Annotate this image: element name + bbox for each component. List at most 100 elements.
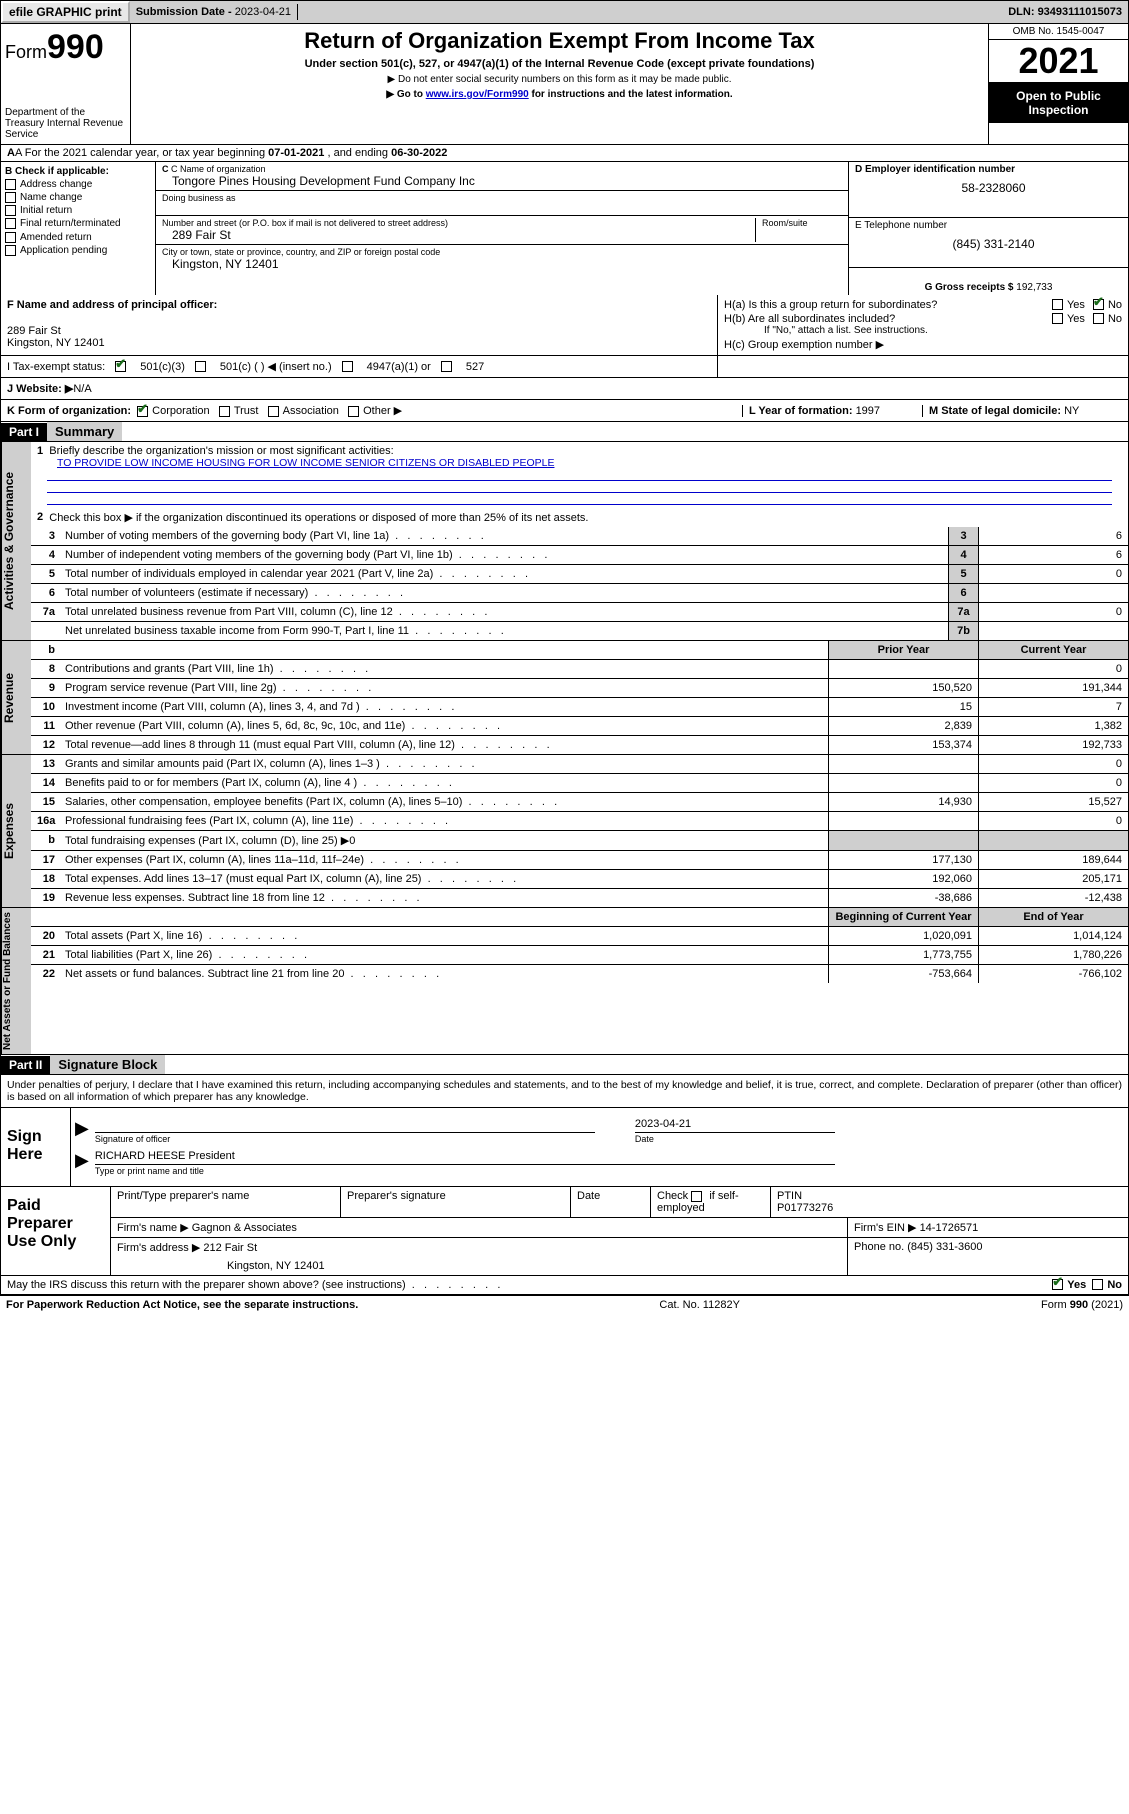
501c3-checkbox[interactable] (115, 361, 126, 372)
top-bar: efile GRAPHIC print Submission Date - 20… (0, 0, 1129, 24)
form-header: Form990 Department of the Treasury Inter… (0, 24, 1129, 145)
exp-curr-18: 205,171 (978, 870, 1128, 888)
penalties-text: Under penalties of perjury, I declare th… (0, 1075, 1129, 1108)
section-net-assets: Net Assets or Fund Balances Beginning of… (0, 908, 1129, 1055)
rev-curr-9: 191,344 (978, 679, 1128, 697)
hb-no-checkbox[interactable] (1093, 313, 1104, 324)
section-expenses: Expenses 13Grants and similar amounts pa… (0, 755, 1129, 908)
row-a-tax-year: AA For the 2021 calendar year, or tax ye… (0, 145, 1129, 162)
year-formation: 1997 (856, 405, 880, 417)
hb-yes-checkbox[interactable] (1052, 313, 1063, 324)
tax-year: 2021 (989, 40, 1128, 83)
ein: 58-2328060 (855, 181, 1122, 195)
firm-phone: (845) 331-3600 (907, 1241, 982, 1253)
rev-curr-12: 192,733 (978, 736, 1128, 754)
city-state-zip: Kingston, NY 12401 (162, 257, 842, 271)
gross-receipts: 192,733 (1016, 282, 1052, 293)
website: N/A (73, 383, 91, 395)
check-application-pending[interactable] (5, 245, 16, 256)
exp-curr-15: 15,527 (978, 793, 1128, 811)
exp-curr-b (978, 831, 1128, 850)
trust-checkbox[interactable] (219, 406, 230, 417)
check-final-return-terminated[interactable] (5, 218, 16, 229)
tab-governance: Activities & Governance (1, 442, 31, 640)
gov-val-5: 0 (978, 565, 1128, 583)
part1-header: Part ISummary (0, 422, 1129, 442)
tab-expenses: Expenses (1, 755, 31, 907)
rev-curr-10: 7 (978, 698, 1128, 716)
street-address: 289 Fair St (162, 228, 755, 242)
check-address-change[interactable] (5, 179, 16, 190)
efile-button[interactable]: efile GRAPHIC print (1, 1, 130, 23)
irs-link[interactable]: www.irs.gov/Form990 (426, 89, 529, 100)
row-i: I Tax-exempt status: 501(c)(3) 501(c) ( … (0, 356, 1129, 378)
exp-prior-14 (828, 774, 978, 792)
exp-curr-16a: 0 (978, 812, 1128, 830)
rev-prior-8 (828, 660, 978, 678)
officer-name: RICHARD HEESE President (95, 1150, 835, 1164)
ha-yes-checkbox[interactable] (1052, 299, 1063, 310)
block-bcde: B Check if applicable: Address changeNam… (0, 162, 1129, 295)
other-checkbox[interactable] (348, 406, 359, 417)
exp-prior-17: 177,130 (828, 851, 978, 869)
net-begin-22: -753,664 (828, 965, 978, 983)
501c-checkbox[interactable] (195, 361, 206, 372)
gov-val-7b (978, 622, 1128, 640)
part2-header: Part IISignature Block (0, 1055, 1129, 1075)
section-revenue: Revenue b Prior Year Current Year 8Contr… (0, 641, 1129, 755)
section-governance: Activities & Governance 1 Briefly descri… (0, 442, 1129, 641)
sign-block: Sign Here ▶ Signature of officer 2023-04… (0, 1108, 1129, 1187)
gov-val-6 (978, 584, 1128, 602)
firm-address: 212 Fair St (203, 1242, 257, 1254)
check-amended-return[interactable] (5, 232, 16, 243)
corp-checkbox[interactable] (137, 406, 148, 417)
rev-prior-10: 15 (828, 698, 978, 716)
self-employed-checkbox[interactable] (691, 1191, 702, 1202)
officer-addr2: Kingston, NY 12401 (7, 337, 711, 349)
mission-statement: TO PROVIDE LOW INCOME HOUSING FOR LOW IN… (57, 457, 1122, 469)
ptin: P01773276 (777, 1202, 833, 1214)
rev-prior-12: 153,374 (828, 736, 978, 754)
exp-curr-19: -12,438 (978, 889, 1128, 907)
gov-val-7a: 0 (978, 603, 1128, 621)
exp-prior-18: 192,060 (828, 870, 978, 888)
527-checkbox[interactable] (441, 361, 452, 372)
officer-addr1: 289 Fair St (7, 325, 711, 337)
ha-no-checkbox[interactable] (1093, 299, 1104, 310)
discuss-yes-checkbox[interactable] (1052, 1279, 1063, 1290)
rev-prior-9: 150,520 (828, 679, 978, 697)
note-ssn: ▶ Do not enter social security numbers o… (135, 74, 984, 85)
col-b-check: B Check if applicable: Address changeNam… (1, 162, 156, 295)
firm-ein: 14-1726571 (920, 1222, 979, 1234)
open-public: Open to Public Inspection (989, 83, 1128, 123)
exp-prior-b (828, 831, 978, 850)
form-subtitle: Under section 501(c), 527, or 4947(a)(1)… (135, 58, 984, 70)
exp-prior-16a (828, 812, 978, 830)
form-number: Form990 (5, 28, 126, 67)
row-k: K Form of organization: Corporation Trus… (0, 400, 1129, 422)
check-initial-return[interactable] (5, 205, 16, 216)
net-begin-20: 1,020,091 (828, 927, 978, 945)
tab-net-assets: Net Assets or Fund Balances (1, 908, 31, 1054)
net-begin-21: 1,773,755 (828, 946, 978, 964)
arrow-icon: ▶ (75, 1150, 89, 1176)
rev-prior-11: 2,839 (828, 717, 978, 735)
telephone: (845) 331-2140 (855, 237, 1122, 251)
rev-curr-11: 1,382 (978, 717, 1128, 735)
firm-name: Gagnon & Associates (192, 1222, 297, 1234)
gov-val-3: 6 (978, 527, 1128, 545)
4947-checkbox[interactable] (342, 361, 353, 372)
dept-treasury: Department of the Treasury Internal Reve… (5, 107, 126, 140)
discuss-row: May the IRS discuss this return with the… (0, 1276, 1129, 1295)
omb-number: OMB No. 1545-0047 (989, 24, 1128, 40)
paid-preparer-label: Paid Preparer Use Only (1, 1187, 111, 1275)
assoc-checkbox[interactable] (268, 406, 279, 417)
check-name-change[interactable] (5, 192, 16, 203)
discuss-no-checkbox[interactable] (1092, 1279, 1103, 1290)
rev-curr-8: 0 (978, 660, 1128, 678)
state-domicile: NY (1064, 405, 1079, 417)
exp-curr-17: 189,644 (978, 851, 1128, 869)
sign-here-label: Sign Here (1, 1108, 71, 1186)
exp-curr-13: 0 (978, 755, 1128, 773)
sign-date: 2023-04-21 (635, 1118, 835, 1132)
